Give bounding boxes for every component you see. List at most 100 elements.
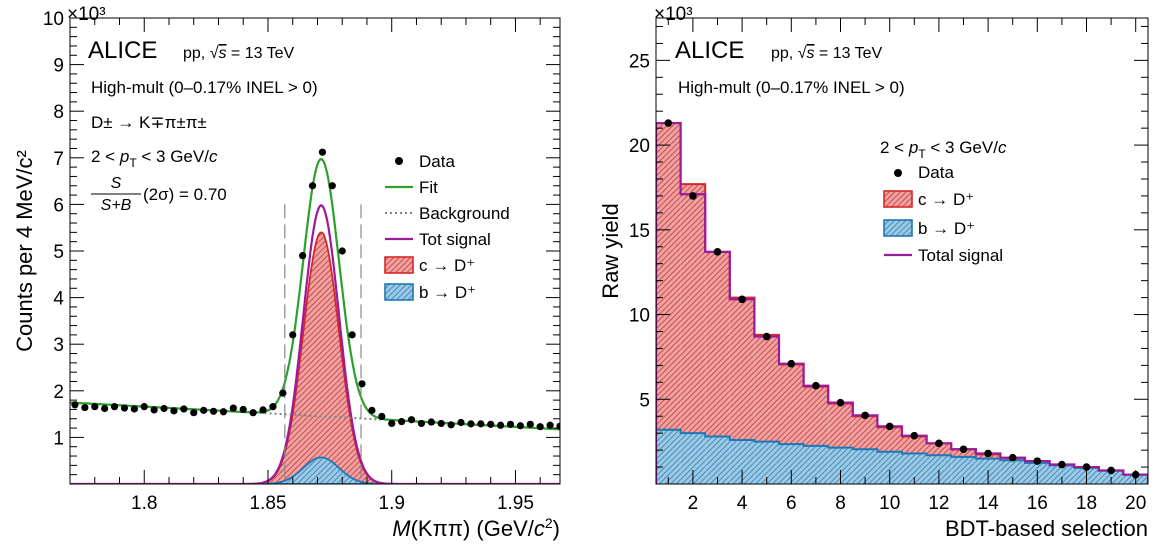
data-point: [289, 331, 297, 339]
x-tick-label: 1.9: [379, 493, 405, 514]
x-tick-label: 10: [879, 493, 900, 514]
data-point: [467, 420, 475, 428]
left-decay-channel: D± → K∓π±π±: [91, 113, 207, 132]
y-tick-label: 20: [629, 136, 650, 157]
data-point: [180, 405, 188, 413]
data-point: [546, 421, 554, 429]
y-tick-label: 6: [53, 195, 64, 216]
data-point: [664, 119, 673, 127]
data-point: [239, 405, 247, 414]
data-point: [437, 419, 445, 428]
data-point: [959, 445, 968, 454]
x-tick-label: 12: [928, 493, 949, 514]
y-tick-label: 10: [629, 306, 650, 327]
legend-marker-nonprompt: [384, 283, 414, 301]
data-point: [713, 248, 722, 256]
y-tick-label: 10: [43, 9, 64, 30]
x-tick-label: 1.85: [249, 493, 286, 514]
data-point: [200, 406, 208, 414]
data-point: [689, 192, 697, 200]
right-multiplicity-label: High-mult (0–0.17% INEL > 0): [678, 78, 905, 97]
y-tick-label: 9: [53, 56, 64, 77]
x-tick-label: 1.8: [131, 493, 157, 514]
legend-label: Data: [419, 152, 455, 171]
data-point: [269, 403, 277, 411]
prompt-bar: [729, 297, 755, 440]
prompt-signal-area: [232, 231, 411, 484]
left-legend: Data Fit Background Tot signal c → D⁺ b → D⁺: [384, 152, 510, 302]
x-tick-label: 20: [1125, 493, 1146, 514]
data-point: [935, 439, 943, 448]
data-point: [358, 380, 366, 388]
left-pt-range: 2 < pT < 3 GeV/c: [91, 147, 218, 170]
data-point: [388, 419, 396, 428]
y-tick-label: 5: [639, 390, 650, 411]
nonprompt-bar: [1049, 465, 1075, 484]
data-point: [861, 411, 869, 420]
data-point: [762, 332, 771, 341]
legend-marker-data: [395, 157, 403, 165]
nonprompt-bar: [705, 436, 730, 484]
nonprompt-bar: [656, 429, 681, 484]
data-point: [279, 389, 287, 397]
data-point: [398, 417, 406, 426]
data-point: [457, 418, 465, 427]
data-point: [984, 449, 992, 458]
legend-marker-prompt: [883, 190, 913, 208]
x-tick-label: 18: [1076, 493, 1097, 514]
prompt-bar: [951, 449, 976, 457]
data-point: [477, 420, 485, 428]
data-point: [427, 418, 435, 426]
data-point: [140, 403, 148, 411]
right-plot-area: [656, 119, 1148, 484]
data-point: [219, 408, 228, 416]
prompt-bar: [902, 436, 927, 454]
data-point: [259, 406, 267, 414]
data-point: [417, 419, 426, 428]
svg-text:S+B: S+B: [101, 197, 132, 214]
data-point: [190, 409, 198, 417]
data-point: [299, 252, 307, 260]
prompt-bar: [779, 364, 804, 445]
nonprompt-bar: [754, 441, 779, 484]
y-tick-label: 1: [53, 428, 64, 449]
right-system-label: pp, √s = 13 TeV: [771, 45, 883, 62]
data-point: [885, 422, 894, 431]
data-point: [150, 406, 158, 414]
data-point: [229, 404, 237, 412]
data-point: [130, 405, 138, 413]
y-tick-label: 4: [53, 289, 64, 310]
prompt-bar: [680, 184, 706, 434]
left-system-label: pp, √s = 13 TeV: [183, 45, 295, 62]
data-point: [526, 420, 534, 428]
right-panel: 2 4 6 8 10 12 14 16 18 20 5 10 15 20 25 Raw yield ×10³…: [598, 4, 1149, 541]
data-point: [318, 148, 327, 156]
x-tick-label: 6: [786, 493, 797, 514]
total-signal-outline: [656, 121, 1148, 484]
data-point: [1082, 463, 1091, 471]
prompt-bar: [656, 123, 681, 430]
data-point: [328, 182, 336, 190]
right-pt-range: 2 < pT < 3 GeV/c: [880, 138, 1007, 161]
legend-label: Data: [918, 163, 954, 182]
data-point: [101, 404, 109, 413]
data-point: [812, 381, 820, 390]
data-point: [338, 247, 346, 255]
prompt-bar: [705, 251, 730, 437]
legend-label: Total signal: [918, 246, 1003, 265]
right-frame: [655, 17, 1149, 485]
legend-label: Background: [419, 204, 510, 223]
y-tick-label: 8: [53, 102, 64, 123]
data-point: [516, 422, 525, 430]
prompt-bar: [803, 386, 829, 446]
data-point: [407, 416, 416, 424]
data-point: [836, 398, 845, 407]
left-y-multiplier: ×10³: [67, 4, 106, 25]
data-point: [348, 331, 356, 339]
x-tick-label: 14: [978, 493, 1000, 514]
data-point: [506, 420, 515, 428]
x-tick-label: 8: [835, 493, 846, 514]
y-tick-label: 15: [629, 221, 650, 242]
legend-marker-nonprompt: [883, 219, 913, 237]
